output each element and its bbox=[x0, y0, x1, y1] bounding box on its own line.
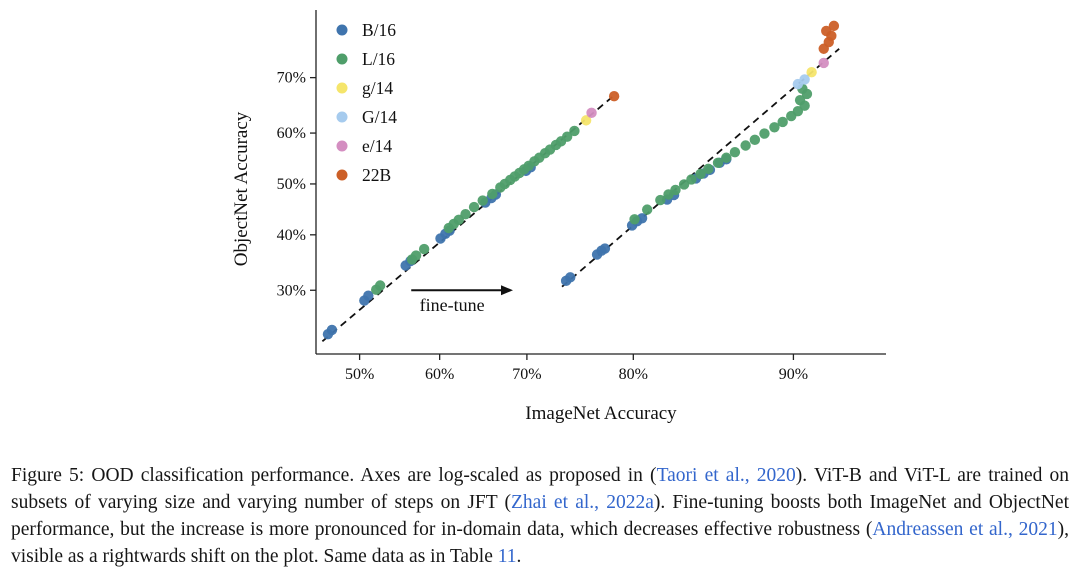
data-point-l16 bbox=[670, 184, 681, 196]
data-point-g14 bbox=[806, 67, 817, 78]
caption-text: ), visible as a rightwards shift on the … bbox=[11, 518, 1070, 567]
data-point-l16 bbox=[410, 250, 422, 261]
data-point-l16 bbox=[749, 134, 761, 146]
citation-link[interactable]: 11 bbox=[497, 545, 517, 567]
data-point-l16 bbox=[721, 152, 732, 163]
legend-marker-g14 bbox=[336, 82, 348, 94]
legend-label-l16: L/16 bbox=[362, 49, 395, 69]
data-point-l16 bbox=[794, 94, 806, 106]
legend-marker-e14 bbox=[336, 140, 348, 152]
x-tick-label: 70% bbox=[512, 366, 541, 383]
data-point-l16 bbox=[703, 163, 714, 175]
data-point-l16 bbox=[374, 280, 386, 291]
legend-marker-l16 bbox=[336, 53, 348, 65]
data-point-g14 bbox=[799, 74, 810, 85]
x-tick-label: 80% bbox=[619, 366, 648, 383]
data-point-22b bbox=[821, 25, 832, 37]
legend-label-g14: G/14 bbox=[362, 107, 397, 127]
caption-text: ). ViT-B and ViT-L are trained on subset… bbox=[11, 464, 1070, 513]
caption-text: Figure 5: OOD classification performance… bbox=[11, 464, 657, 486]
data-point-g14 bbox=[580, 115, 592, 126]
citation-link[interactable]: Taori et al., 2020 bbox=[656, 464, 796, 486]
scatter-plot: 50% 60% 70% 80% 90% 30% 40% 50% 60% 70% fine-tune B… bbox=[277, 10, 886, 383]
data-point-e14 bbox=[818, 57, 829, 69]
data-point-22b bbox=[608, 91, 620, 102]
legend-label-b16: B/16 bbox=[362, 20, 396, 40]
x-tick-label: 50% bbox=[345, 366, 374, 383]
legend-label-g14: g/14 bbox=[362, 78, 393, 98]
data-point-l16 bbox=[641, 204, 653, 215]
data-point-l16 bbox=[569, 125, 580, 137]
x-tick-label: 90% bbox=[779, 366, 808, 383]
y-axis-label: ObjectNet Accuracy bbox=[231, 111, 252, 267]
data-point-l16 bbox=[629, 214, 640, 225]
fine-tune-arrow-head bbox=[500, 285, 513, 296]
data-point-l16 bbox=[460, 209, 471, 220]
legend-marker-g14 bbox=[336, 111, 348, 123]
data-point-l16 bbox=[655, 194, 666, 206]
legend-label-22b: 22B bbox=[362, 165, 391, 185]
data-point-l16 bbox=[468, 201, 480, 213]
data-point-b16 bbox=[599, 243, 611, 254]
data-point-l16 bbox=[418, 243, 430, 255]
y-tick-label: 30% bbox=[277, 282, 306, 299]
legend-label-e14: e/14 bbox=[362, 136, 392, 156]
citation-link[interactable]: Zhai et al., 2022a bbox=[511, 491, 654, 513]
y-tick-label: 40% bbox=[277, 227, 306, 244]
data-point-l16 bbox=[487, 188, 498, 200]
data-point-b16 bbox=[326, 324, 338, 336]
data-point-l16 bbox=[678, 179, 690, 190]
data-point-l16 bbox=[759, 128, 770, 139]
caption-text: . bbox=[516, 545, 522, 567]
data-point-b16 bbox=[565, 272, 576, 283]
data-point-e14 bbox=[586, 107, 597, 119]
data-point-l16 bbox=[777, 116, 788, 128]
y-tick-label: 60% bbox=[277, 125, 306, 142]
data-point-l16 bbox=[686, 174, 697, 185]
data-point-22b bbox=[828, 20, 840, 32]
data-point-l16 bbox=[729, 146, 741, 158]
caption-text: ). Fine-tuning boosts both ImageNet and … bbox=[11, 491, 1070, 540]
data-point-l16 bbox=[740, 140, 751, 151]
figure-caption: Figure 5: OOD classification performance… bbox=[11, 462, 1069, 570]
y-tick-label: 70% bbox=[277, 70, 306, 87]
data-point-l16 bbox=[561, 131, 573, 142]
legend-marker-22b bbox=[336, 169, 348, 181]
data-point-b16 bbox=[363, 290, 374, 301]
x-axis-label: ImageNet Accuracy bbox=[525, 403, 677, 424]
legend-marker-b16 bbox=[336, 24, 348, 36]
data-point-l16 bbox=[695, 168, 706, 180]
data-point-l16 bbox=[712, 157, 724, 169]
data-point-l16 bbox=[769, 122, 780, 133]
y-tick-label: 50% bbox=[277, 176, 306, 193]
x-tick-label: 60% bbox=[425, 366, 454, 383]
fine-tune-label: fine-tune bbox=[420, 295, 485, 315]
citation-link[interactable]: Andreassen et al., 2021 bbox=[872, 518, 1058, 540]
data-point-l16 bbox=[477, 195, 488, 206]
